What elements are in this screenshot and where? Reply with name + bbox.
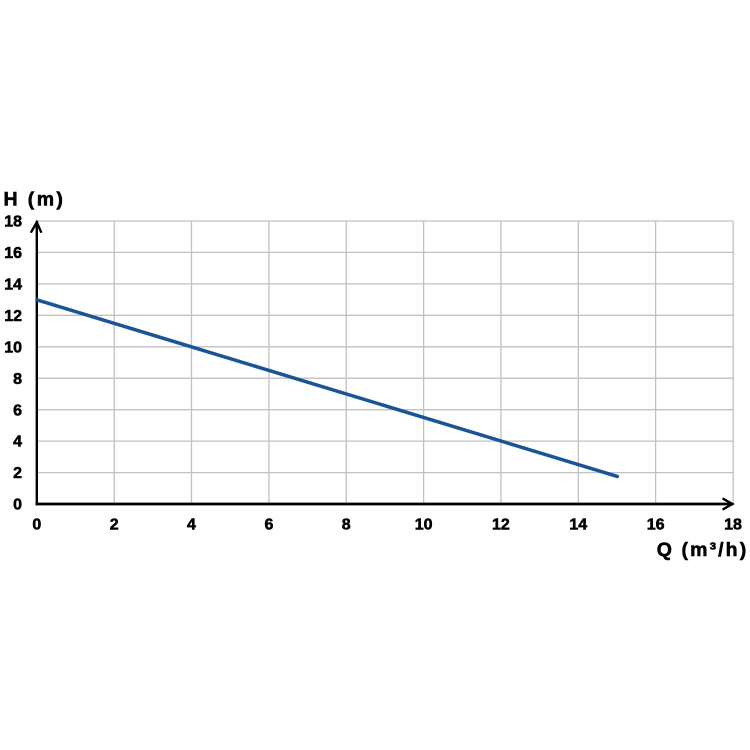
svg-text:18: 18 (4, 214, 22, 231)
svg-text:4: 4 (13, 434, 22, 451)
svg-text:8: 8 (342, 517, 351, 534)
svg-text:10: 10 (4, 339, 22, 356)
svg-text:2: 2 (13, 465, 22, 482)
svg-text:16: 16 (4, 245, 22, 262)
svg-text:10: 10 (415, 517, 433, 534)
svg-text:6: 6 (13, 402, 22, 419)
svg-text:H (m): H (m) (4, 189, 66, 211)
svg-text:6: 6 (264, 517, 273, 534)
svg-text:0: 0 (13, 497, 22, 514)
svg-text:12: 12 (4, 308, 22, 325)
svg-text:16: 16 (647, 517, 665, 534)
svg-text:8: 8 (13, 371, 22, 388)
svg-text:12: 12 (492, 517, 510, 534)
svg-text:Q (m³/h): Q (m³/h) (657, 539, 749, 561)
svg-text:14: 14 (4, 277, 22, 294)
svg-text:2: 2 (110, 517, 119, 534)
svg-text:4: 4 (187, 517, 196, 534)
svg-text:18: 18 (724, 517, 742, 534)
svg-text:0: 0 (32, 517, 41, 534)
svg-text:14: 14 (569, 517, 587, 534)
